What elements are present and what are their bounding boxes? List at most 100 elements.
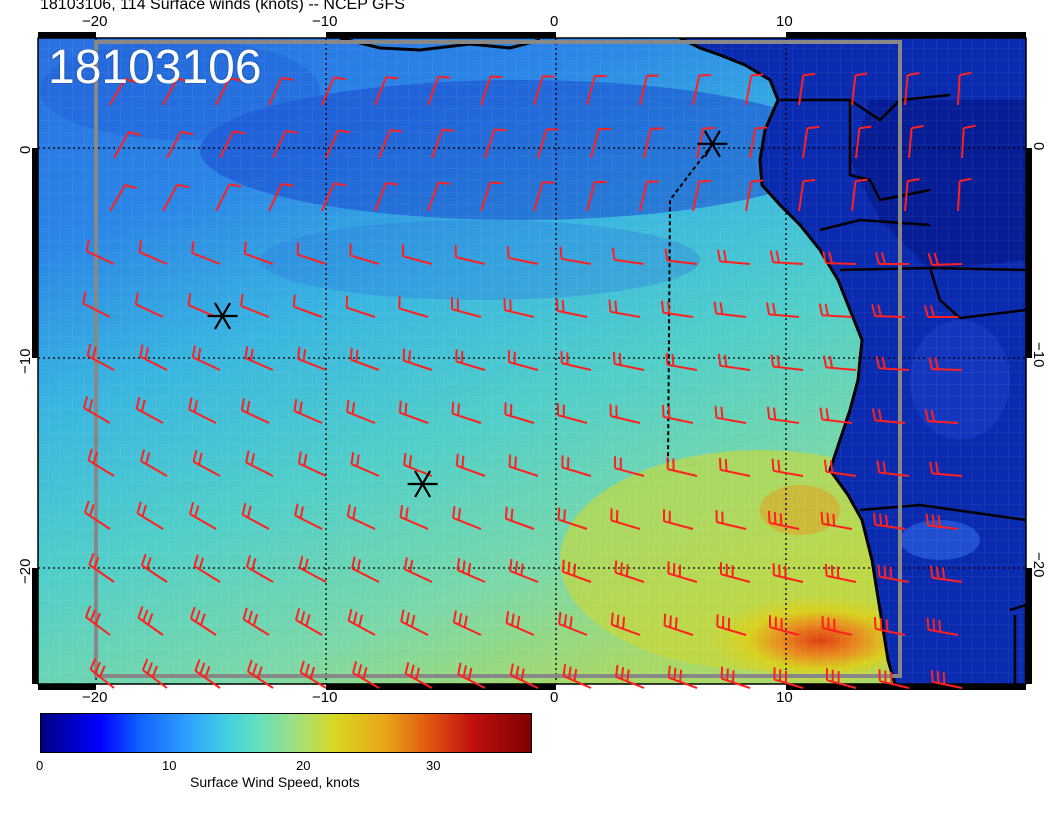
wind-barb [612,351,645,371]
coastline [679,38,897,684]
wind-barb [823,355,857,371]
wind-barb [219,130,246,159]
wind-barb [561,455,592,477]
wind-barb [480,181,503,212]
wind-barb [555,298,588,318]
wind-barb [215,183,242,212]
wind-barb [820,511,853,530]
wind-barb [851,178,868,212]
colorbar-tick-20: 20 [296,758,311,773]
wind-barb [506,245,539,265]
wind-barb [878,669,910,689]
wind-barb [137,606,164,636]
wind-barb [484,128,507,159]
storm-marker-2 [407,470,438,498]
wind-barb [113,131,141,159]
wind-barb [398,400,429,424]
wind-barb [961,124,976,159]
wind-barb [268,182,294,212]
wind-barb [802,125,820,159]
lat-tick-left-1: 0 [17,146,34,154]
wind-barb [135,396,164,424]
wind-barb [297,346,327,371]
wind-barb [480,75,503,106]
wind-barb [533,75,555,106]
wind-barb [345,295,376,318]
wind-barb [609,404,641,424]
wind-barb [772,563,804,583]
wind-barb [714,405,747,424]
wind-barb [769,615,800,636]
wind-barb [85,239,115,265]
wind-barb [957,177,972,212]
wind-barb [875,356,910,371]
wind-barb [431,128,455,159]
wind-barb [297,451,327,477]
wind-barb [557,507,588,530]
wind-barb [321,76,346,106]
wind-barb [294,503,323,530]
wind-barb [821,616,853,636]
wind-barb [924,409,959,424]
wind-barb [590,128,611,159]
wind-barb [872,512,906,530]
wind-barb [663,509,694,530]
wind-barb [925,513,959,530]
wind-barb [457,662,486,689]
wind-barb [193,554,221,583]
wind-barb [503,298,535,318]
wind-barb [874,252,909,265]
wind-barb [904,178,920,212]
wind-barb [352,661,380,689]
wind-barb [296,242,327,265]
wind-barb [667,665,698,689]
wind-barb [873,616,906,636]
wind-barb [88,553,115,583]
wind-barb [403,557,433,583]
wind-barb [766,406,800,424]
wind-barb [298,555,327,583]
wind-barb [718,457,751,477]
wind-barb [189,606,217,636]
wind-barb [346,504,376,530]
wind-barb [455,349,486,371]
wind-barb [692,179,712,212]
wind-barb [957,71,972,106]
wind-barb [83,500,111,530]
wind-barb [84,605,111,636]
map-title: 18103106, 114 Surface winds (knots) -- N… [40,0,405,13]
wind-barb [851,72,868,106]
lat-tick-right-1: 0 [1030,142,1047,150]
wind-barb [586,181,607,212]
wind-barb [717,249,751,265]
wind-barb [456,558,486,583]
wind-barb [533,181,555,212]
wind-barb [692,73,712,106]
lat-tick-right-3: −20 [1030,552,1047,577]
wind-barb [504,402,535,424]
wind-barb [293,399,323,424]
wind-barb [562,664,592,689]
wind-barb [189,502,217,530]
wind-barb [188,397,217,424]
lat-tick-left-2: −10 [17,349,34,374]
wind-barb [798,178,816,212]
wind-barb [83,396,111,424]
wind-barb [614,560,645,583]
wind-barb [505,611,535,636]
wind-barb [509,558,539,583]
wind-barb [451,401,482,424]
wind-barb [241,502,270,530]
wind-barb [136,501,164,530]
wind-barb [404,661,433,689]
colorbar-tick-10: 10 [162,758,177,773]
wind-barb [400,609,429,636]
wind-barb [87,448,115,477]
lat-tick-right-2: −10 [1030,342,1047,367]
wind-barb [823,459,857,477]
wind-barb [140,553,168,583]
lon-tick-top-2: −10 [312,13,337,30]
wind-barb [749,126,768,159]
wind-barb [923,305,958,318]
wind-barb [374,76,399,106]
